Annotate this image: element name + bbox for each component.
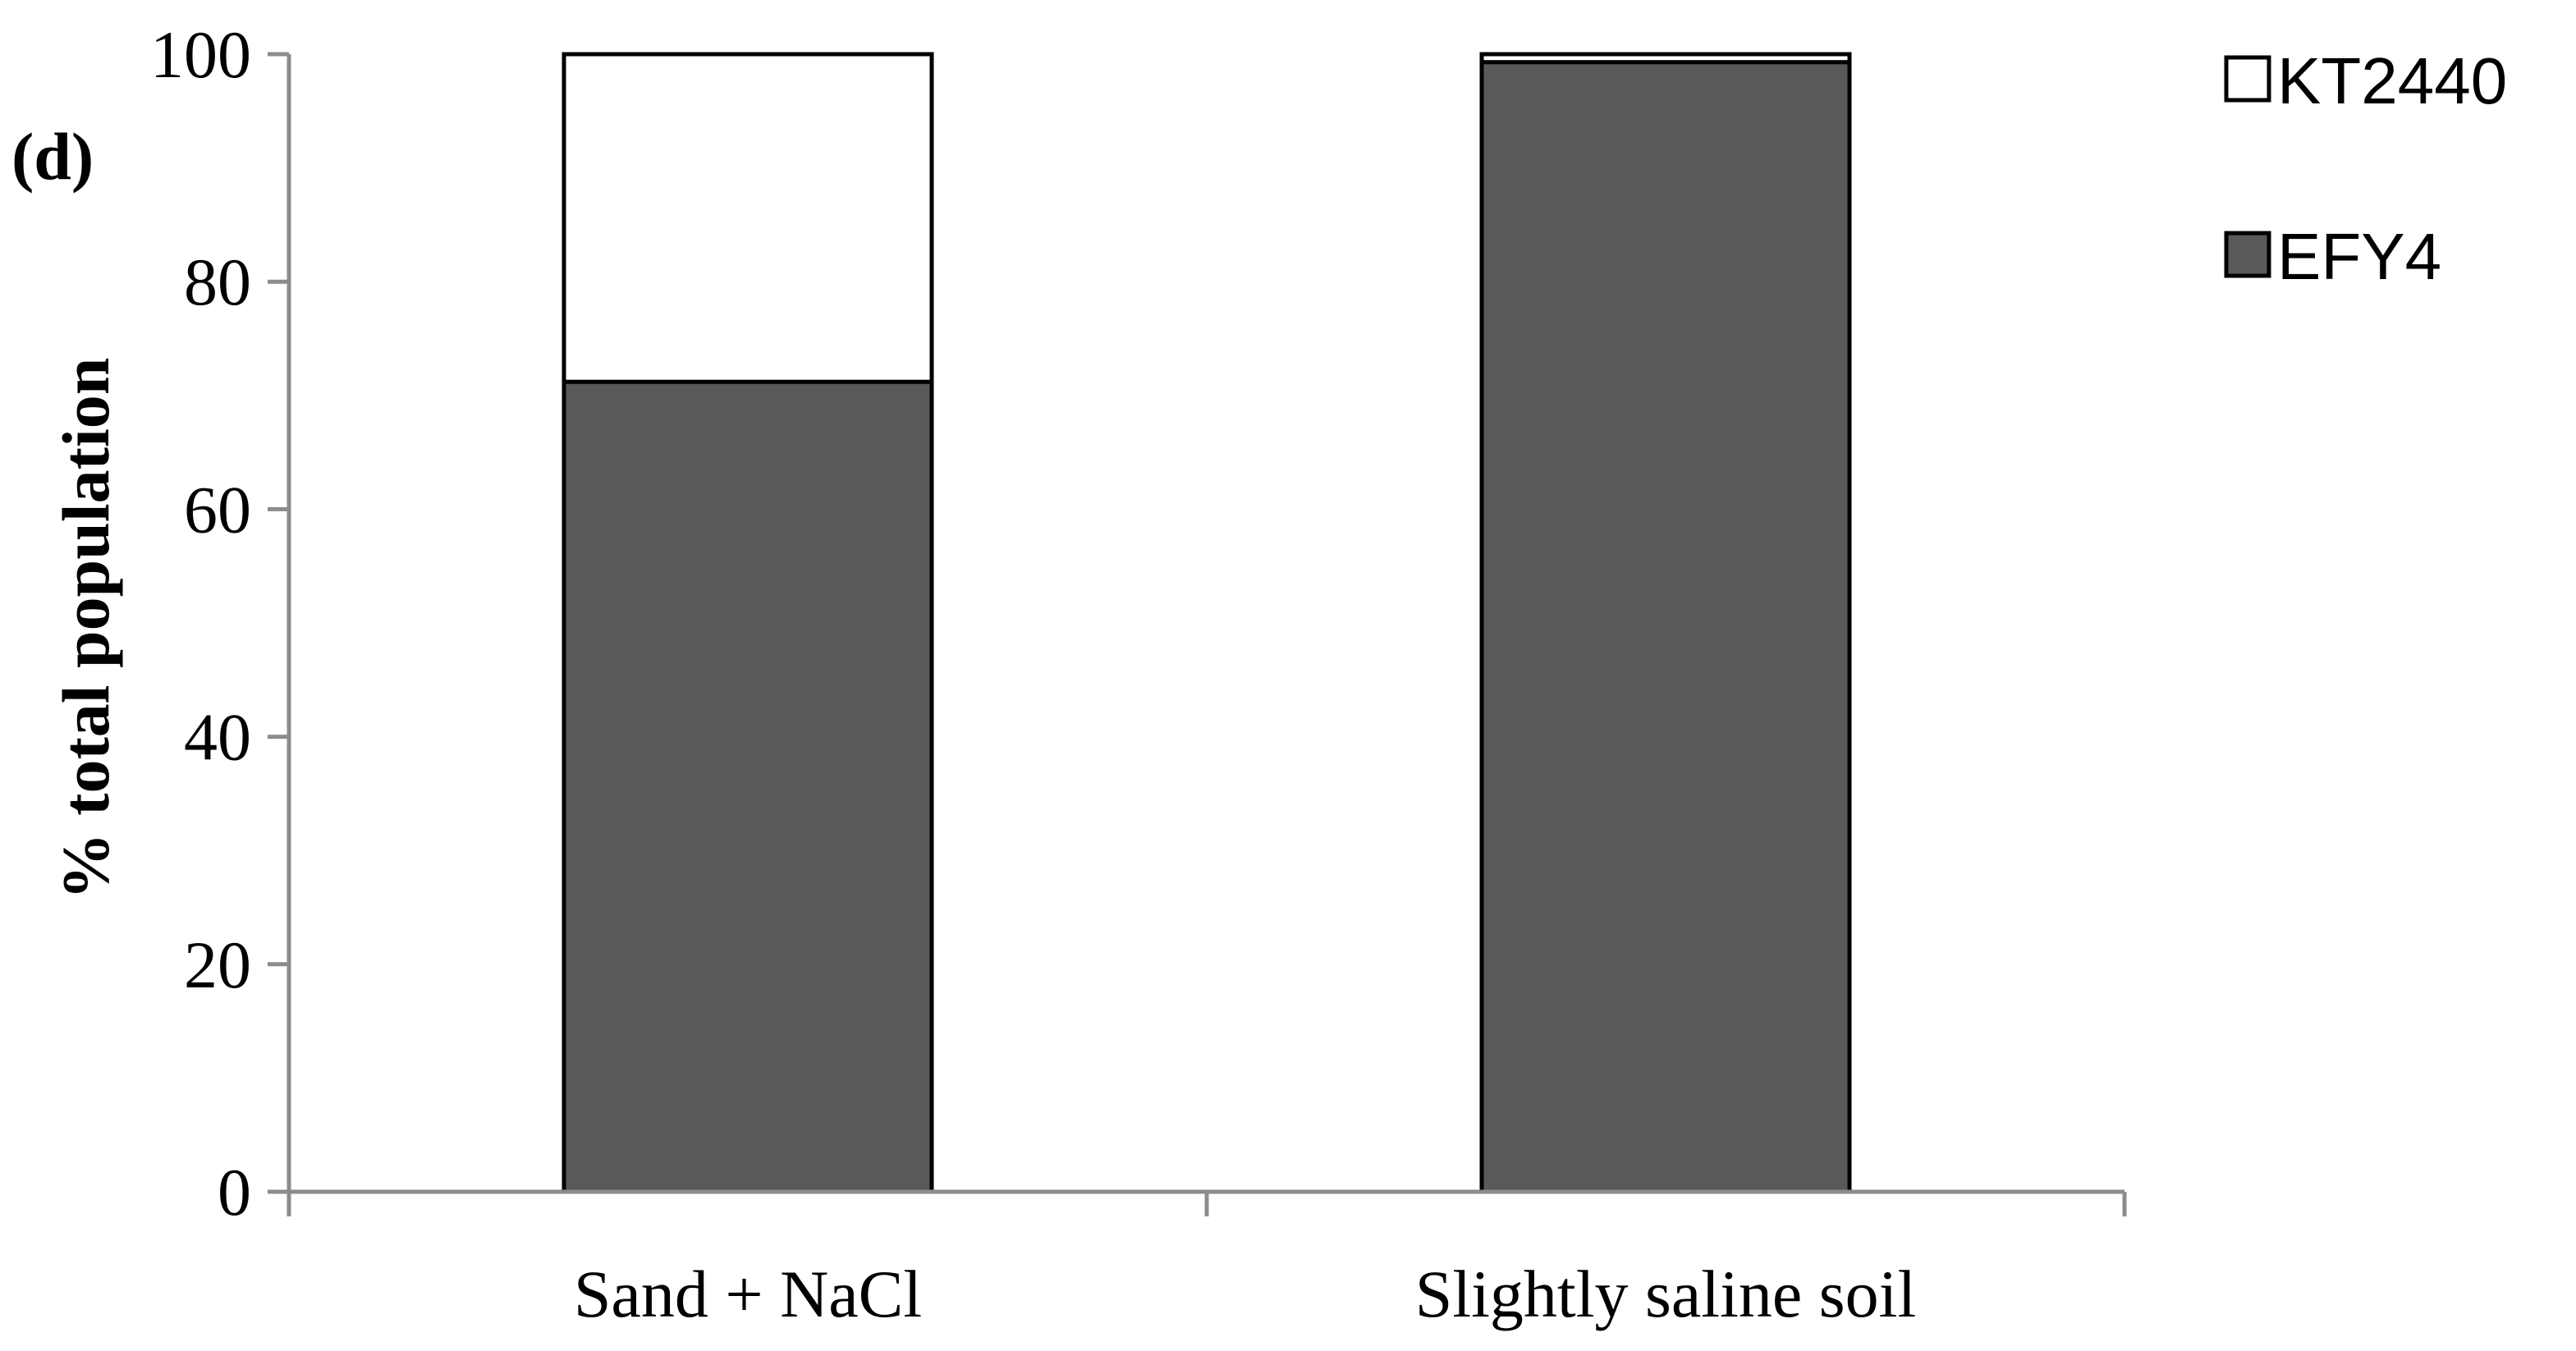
- legend-label-kt2440: KT2440: [2277, 44, 2507, 117]
- y-tick-label: 40: [184, 700, 251, 775]
- bar-efy4-0: [561, 379, 934, 1194]
- panel-label: (d): [11, 119, 94, 194]
- axes-layer: 0 20 40 60 80 100 Sand + NaCl Slightly saline s…: [150, 17, 2127, 1331]
- bar-efy4-1: [1479, 60, 1852, 1194]
- y-tick-label: 80: [184, 245, 251, 319]
- bars-layer: [561, 52, 1852, 1194]
- legend-label-efy4: EFY4: [2277, 220, 2441, 293]
- y-tick-label: 100: [150, 17, 251, 92]
- x-tick-label: Slightly saline soil: [1415, 1257, 1916, 1331]
- legend-swatch-efy4: [2224, 231, 2271, 278]
- x-tick-label: Sand + NaCl: [574, 1257, 922, 1331]
- legend-swatch-kt2440: [2224, 55, 2271, 103]
- bar-kt2440-1: [1479, 52, 1852, 65]
- legend: KT2440 EFY4: [2224, 44, 2507, 293]
- y-tick-label: 0: [218, 1155, 251, 1230]
- bar-kt2440-0: [561, 52, 934, 384]
- y-tick-label: 20: [184, 927, 251, 1002]
- y-tick-label: 60: [184, 472, 251, 547]
- y-axis-title: % total population: [48, 358, 123, 900]
